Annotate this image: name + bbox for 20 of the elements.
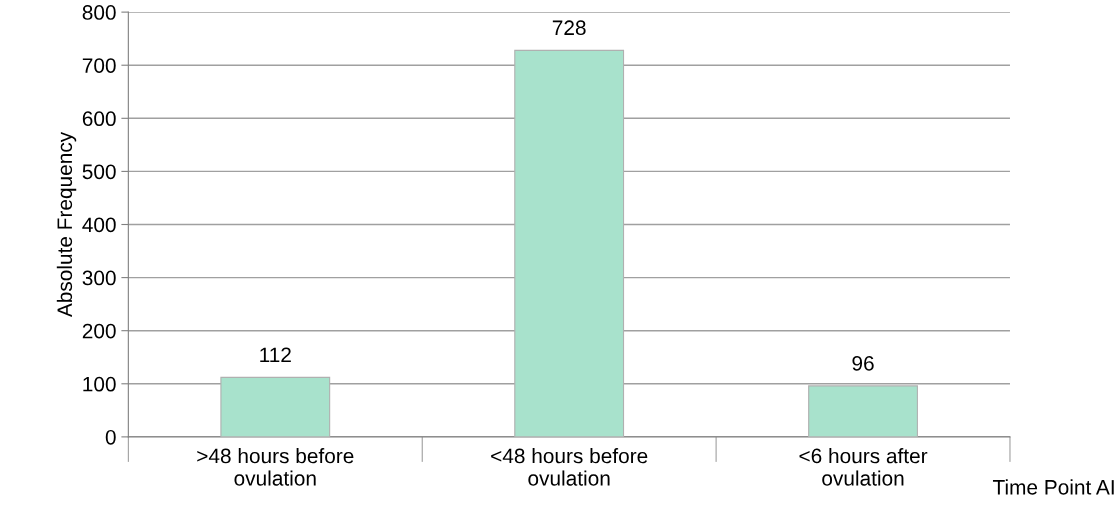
y-tick-label: 700 [82,58,116,73]
x-axis-title: Time Point AI [992,479,1114,495]
data-label: 728 [552,20,586,36]
data-label: 96 [852,355,874,371]
y-tick-label: 0 [105,429,116,445]
y-tick-label: 100 [83,376,116,392]
bar [514,49,625,437]
x-tick-label: <48 hours before ovulation [491,447,648,486]
data-label: 112 [260,347,291,362]
y-tick-label: 400 [82,217,116,233]
y-tick-label: 600 [82,111,116,127]
y-axis-title: Absolute Frequency [56,131,77,318]
y-tick-label: 500 [82,164,116,180]
y-tick-label: 300 [82,270,116,286]
bar [220,376,331,437]
x-tick-label: <6 hours after ovulation [799,447,928,486]
y-tick-label: 800 [82,5,116,20]
bar [808,385,918,437]
y-tick-label: 200 [82,323,116,339]
x-tick-label: >48 hours before ovulation [197,447,354,486]
